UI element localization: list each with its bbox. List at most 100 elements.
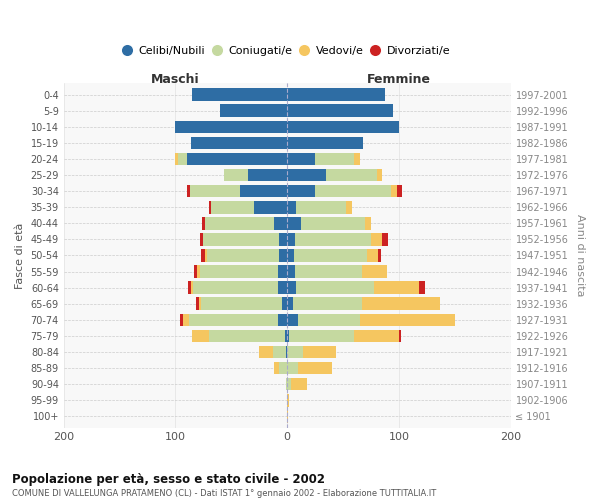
Bar [287, 136, 363, 149]
Bar [274, 362, 280, 374]
Bar [184, 314, 189, 326]
Bar [287, 362, 298, 374]
Bar [191, 136, 287, 149]
Bar [193, 282, 278, 294]
Bar [287, 314, 298, 326]
Bar [354, 152, 360, 165]
Bar [197, 266, 200, 278]
Bar [192, 88, 287, 101]
Bar [287, 282, 296, 294]
Bar [301, 217, 365, 230]
Bar [220, 104, 287, 117]
Bar [354, 330, 399, 342]
Bar [209, 201, 211, 213]
Bar [290, 378, 307, 390]
Bar [205, 217, 274, 230]
Bar [296, 201, 346, 213]
Bar [298, 362, 332, 374]
Bar [287, 120, 399, 133]
Bar [287, 217, 301, 230]
Bar [201, 298, 281, 310]
Bar [365, 217, 371, 230]
Bar [278, 314, 287, 326]
Text: Popolazione per età, sesso e stato civile - 2002: Popolazione per età, sesso e stato civil… [12, 472, 325, 486]
Bar [287, 394, 289, 406]
Bar [187, 152, 287, 165]
Bar [200, 266, 278, 278]
Bar [315, 185, 391, 198]
Y-axis label: Fasce di età: Fasce di età [15, 222, 25, 288]
Bar [295, 233, 371, 245]
Bar [203, 233, 280, 245]
Bar [287, 266, 295, 278]
Bar [248, 169, 287, 181]
Bar [287, 330, 289, 342]
Bar [207, 249, 280, 262]
Bar [295, 266, 362, 278]
Bar [280, 249, 287, 262]
Bar [362, 266, 386, 278]
Bar [287, 169, 326, 181]
Bar [240, 185, 287, 198]
Bar [391, 185, 397, 198]
Bar [315, 152, 354, 165]
Bar [201, 249, 205, 262]
Bar [280, 362, 287, 374]
Bar [281, 298, 287, 310]
Bar [382, 233, 388, 245]
Bar [287, 346, 303, 358]
Bar [200, 233, 203, 245]
Bar [259, 346, 272, 358]
Bar [209, 330, 285, 342]
Bar [287, 201, 296, 213]
Bar [419, 282, 425, 294]
Bar [175, 120, 287, 133]
Bar [374, 282, 419, 294]
Bar [326, 169, 377, 181]
Bar [362, 298, 440, 310]
Bar [287, 152, 315, 165]
Bar [189, 314, 278, 326]
Bar [254, 201, 287, 213]
Bar [194, 266, 197, 278]
Bar [296, 282, 374, 294]
Text: COMUNE DI VALLELUNGA PRATAMENO (CL) - Dati ISTAT 1° gennaio 2002 - Elaborazione : COMUNE DI VALLELUNGA PRATAMENO (CL) - Da… [12, 489, 436, 498]
Bar [287, 298, 293, 310]
Bar [211, 201, 254, 213]
Y-axis label: Anni di nascita: Anni di nascita [575, 214, 585, 296]
Bar [287, 410, 289, 422]
Text: Maschi: Maschi [151, 73, 200, 86]
Bar [287, 185, 315, 198]
Bar [202, 217, 205, 230]
Bar [191, 282, 193, 294]
Bar [280, 233, 287, 245]
Bar [175, 152, 178, 165]
Bar [285, 330, 287, 342]
Bar [399, 330, 401, 342]
Bar [205, 249, 207, 262]
Text: Femmine: Femmine [367, 73, 431, 86]
Bar [272, 346, 286, 358]
Bar [287, 104, 394, 117]
Bar [199, 298, 201, 310]
Bar [274, 217, 287, 230]
Legend: Celibi/Nubili, Coniugati/e, Vedovi/e, Divorziati/e: Celibi/Nubili, Coniugati/e, Vedovi/e, Di… [119, 40, 455, 60]
Bar [286, 346, 287, 358]
Bar [180, 314, 184, 326]
Bar [286, 378, 287, 390]
Bar [377, 169, 382, 181]
Bar [287, 249, 294, 262]
Bar [293, 298, 362, 310]
Bar [367, 249, 377, 262]
Bar [287, 233, 295, 245]
Bar [294, 249, 367, 262]
Bar [190, 185, 240, 198]
Bar [360, 314, 455, 326]
Bar [278, 282, 287, 294]
Bar [178, 152, 187, 165]
Bar [397, 185, 402, 198]
Bar [298, 314, 360, 326]
Bar [192, 330, 209, 342]
Bar [188, 282, 191, 294]
Bar [224, 169, 248, 181]
